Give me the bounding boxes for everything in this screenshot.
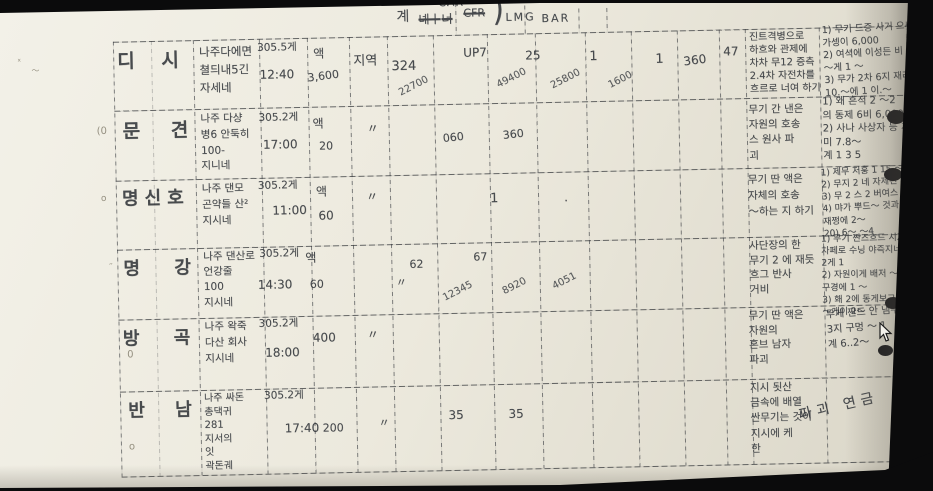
- row-address: 나주 다샹 병6 안둑히 100- 지니네: [200, 112, 250, 173]
- row-name: 명 강: [123, 256, 206, 280]
- grid-vline: [630, 31, 641, 467]
- row-num: 360: [682, 51, 708, 69]
- row-time: 18:00: [264, 345, 300, 360]
- row-hill: 305.5게: [256, 41, 297, 54]
- grid-vline: [432, 35, 443, 471]
- grid-vline: [348, 36, 359, 472]
- header-crossed-car: 너: [441, 11, 453, 27]
- header-crossed-m1: CFR: [463, 6, 486, 20]
- row-address: 나주 댄모 곤약들 산² 지시네: [201, 182, 249, 227]
- row-name: 디 시: [117, 49, 190, 73]
- row-name: 방 곡: [122, 326, 205, 350]
- row-remark-1: 무기 딴 액은 자체의 호송 〜하는 지 하기: [747, 172, 814, 218]
- row-qty: 20: [318, 139, 334, 153]
- row-name: 명신호: [121, 187, 190, 210]
- row-time: 14:30: [257, 277, 293, 292]
- margin-mark: o: [100, 193, 107, 205]
- row-num-diagonal: 49400: [494, 66, 529, 91]
- row-qty: 200: [322, 421, 344, 435]
- row-remark-1: 무기 간 낸은 자원의 호송 스 원사 파 괴: [748, 102, 804, 162]
- row-num-diagonal: 12345: [441, 279, 475, 304]
- grid-vline: [578, 8, 580, 33]
- row-region: 〃: [366, 121, 379, 136]
- row-num: ·: [564, 193, 569, 208]
- row-time: 12:40: [259, 67, 295, 82]
- row-remark-1: 사단장의 한 무기 2 에 재듯 흐그 반사 거비: [748, 238, 815, 297]
- header-bar-label: BAR: [541, 11, 571, 26]
- row-time: 11:00: [272, 202, 308, 218]
- row-num: 060: [442, 129, 465, 146]
- row-num: UP7: [463, 45, 487, 60]
- row-num: 1: [489, 191, 499, 207]
- grid-vline: [606, 7, 608, 32]
- row-num: 47: [723, 44, 739, 59]
- margin-mark: 0: [127, 349, 134, 361]
- row-hill: 305.2게: [263, 388, 304, 402]
- row-qty: 400: [312, 330, 336, 345]
- header-paren: ): [491, 0, 505, 30]
- row-name: 문 견: [122, 119, 201, 143]
- row-num: 62: [409, 257, 424, 271]
- row-num: 35: [508, 406, 524, 421]
- grid-vline: [584, 32, 595, 468]
- grid-vline: [386, 36, 397, 472]
- margin-mark: ˶: [109, 258, 113, 269]
- row-hill: 305.2게: [257, 179, 298, 192]
- row-hill: 305.2게: [259, 247, 299, 260]
- row-name: 반 남: [128, 398, 204, 422]
- row-qty-label: 액: [313, 46, 325, 61]
- row-qty-label: 액: [315, 184, 328, 199]
- row-num: 35: [448, 407, 464, 423]
- row-address: 나주 싸돈 총댁귀 281 지서의 잇 곽돈궤: [203, 392, 245, 471]
- row-remark-1: 무기 딴 액은 자원의 혼브 남자 파괴: [748, 308, 804, 367]
- row-region: 〃: [395, 275, 407, 290]
- grid-vline: [718, 29, 729, 465]
- margin-smudge: 〜: [31, 66, 40, 76]
- header-total-label: 계: [396, 8, 410, 26]
- header-crossed-label: 녜ㅣ: [418, 12, 441, 27]
- grid-vline: [112, 41, 123, 477]
- row-address: 나주 왁죽 다산 회사 지시네: [204, 320, 248, 365]
- row-time: 17:00: [262, 137, 298, 152]
- row-remark-1: 진트격병으로 하흐와 관제에 차차 무12 증측 2.4차 자전차를 흐르로 너…: [748, 30, 821, 95]
- row-num: 324: [391, 58, 417, 75]
- row-address: 나주다에면 쳘듸내5긴 자세네: [198, 43, 253, 95]
- margin-mark: (0: [96, 125, 108, 138]
- row-num: 1: [589, 49, 598, 65]
- row-num-diagonal: 1600: [606, 69, 635, 91]
- row-num: 25: [525, 48, 541, 63]
- row-region: 〃: [366, 327, 379, 342]
- row-num: 360: [502, 126, 525, 142]
- row-region: 〃: [378, 416, 390, 430]
- row-num-diagonal: 8920: [500, 275, 529, 297]
- row-num-diagonal: 25800: [548, 67, 583, 92]
- header-lmg-label: LMG: [505, 10, 536, 24]
- mouse-cursor-icon: [879, 322, 893, 342]
- row-num-diagonal: 4051: [550, 270, 579, 292]
- row-num: 67: [473, 250, 488, 264]
- row-num: 1: [655, 51, 664, 67]
- margin-mark: o: [128, 441, 136, 453]
- row-region: 지역: [353, 53, 378, 69]
- row-qty-label: 액: [312, 116, 324, 131]
- grid-vline: [486, 34, 497, 470]
- row-qty: 60: [309, 277, 324, 291]
- margin-smudge: ˣ: [17, 57, 22, 68]
- row-time: 17:40: [284, 420, 320, 436]
- row-hill: 305.2게: [258, 317, 299, 330]
- row-qty-label: 액: [305, 250, 317, 265]
- row-address: 나주 댄산로 언강줄 100 지시네: [203, 249, 255, 309]
- row-hill: 305.2게: [258, 111, 299, 124]
- row-region: 〃: [365, 189, 379, 204]
- grid-vline: [676, 30, 687, 466]
- grid-vline: [534, 33, 545, 469]
- row-qty: 3,600: [306, 67, 340, 85]
- row-qty: 60: [318, 208, 334, 223]
- row-num-diagonal: 22700: [396, 74, 431, 99]
